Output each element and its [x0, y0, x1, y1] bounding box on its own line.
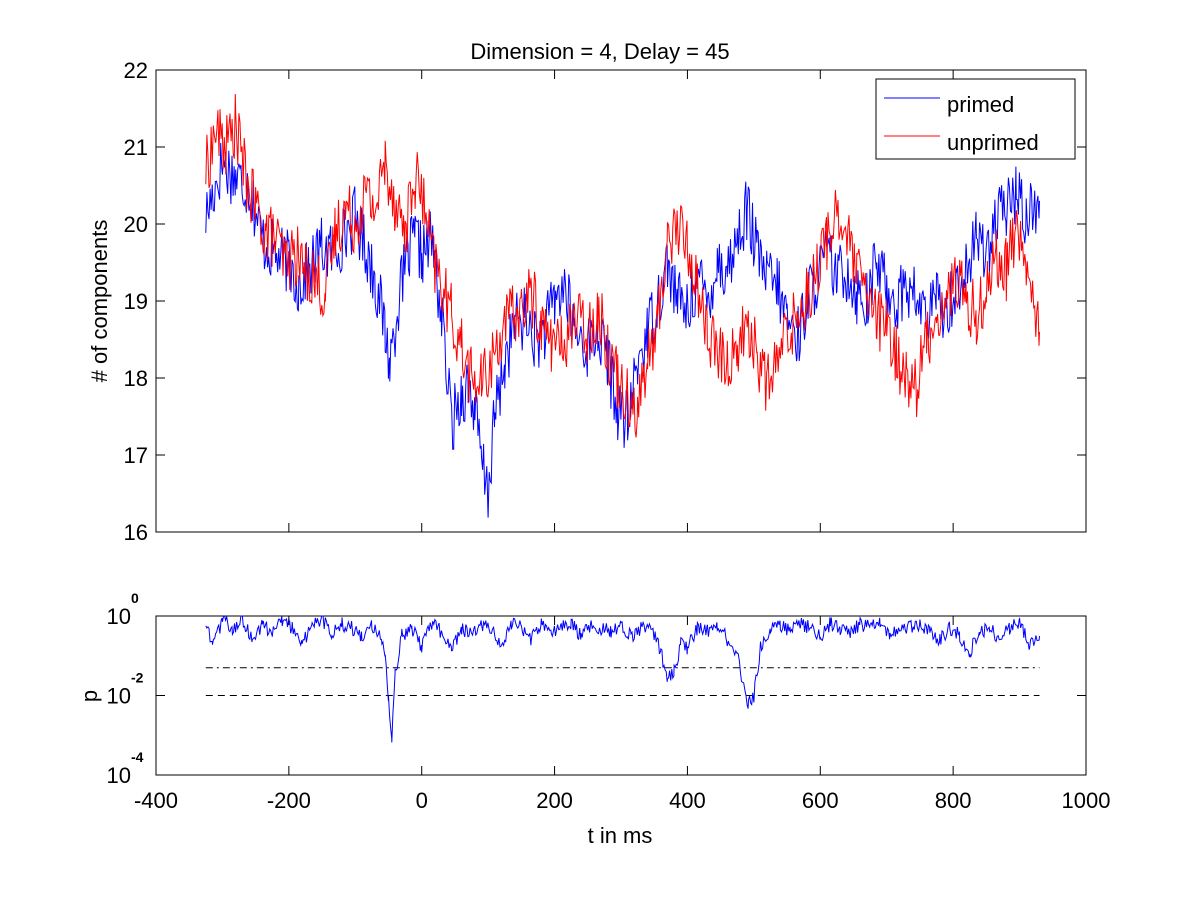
top-y-tick-label: 21 [124, 135, 148, 160]
x-tick-label: 0 [416, 788, 428, 813]
x-tick-label: 200 [536, 788, 573, 813]
y-tick-label-base: 10 [107, 604, 131, 629]
x-tick-label: 600 [802, 788, 839, 813]
x-tick-label: -200 [267, 788, 311, 813]
y-tick-label-exponent: 0 [131, 590, 139, 606]
top-y-tick-label: 22 [124, 58, 148, 83]
legend-box [875, 78, 1076, 160]
y-tick-label-base: 10 [107, 684, 131, 709]
legend: primed unprimed [875, 78, 1076, 160]
top-ticks: 16 17 18 19 20 21 22 [124, 58, 1087, 545]
series-line-unprimed [205, 93, 1040, 438]
top-y-tick-label: 17 [124, 443, 148, 468]
x-tick-label: 800 [935, 788, 972, 813]
top-panel: 16 17 18 19 20 21 22 # of components primed un… [87, 58, 1087, 545]
top-y-tick-label: 16 [124, 520, 148, 545]
top-y-axis-label: # of components [87, 220, 112, 383]
x-tick-label: 1000 [1062, 788, 1111, 813]
y-tick-label-base: 10 [107, 763, 131, 788]
x-axis-label: t in ms [588, 823, 653, 848]
chart-title: Dimension = 4, Delay = 45 [470, 39, 729, 64]
legend-label-unprimed: unprimed [947, 130, 1039, 155]
top-y-tick-label: 18 [124, 366, 148, 391]
x-tick-label: 400 [669, 788, 706, 813]
x-tick-label: -400 [134, 788, 178, 813]
legend-label-primed: primed [947, 92, 1014, 117]
bottom-series [205, 615, 1040, 743]
top-y-tick-label: 20 [124, 212, 148, 237]
reference-lines [205, 667, 1040, 696]
top-series [205, 93, 1040, 518]
p-value-line [205, 615, 1040, 743]
y-tick-label-exponent: -4 [131, 749, 144, 765]
y-tick-label-exponent: -2 [131, 670, 144, 686]
bottom-y-axis-label: p [77, 690, 102, 702]
top-y-tick-label: 19 [124, 289, 148, 314]
